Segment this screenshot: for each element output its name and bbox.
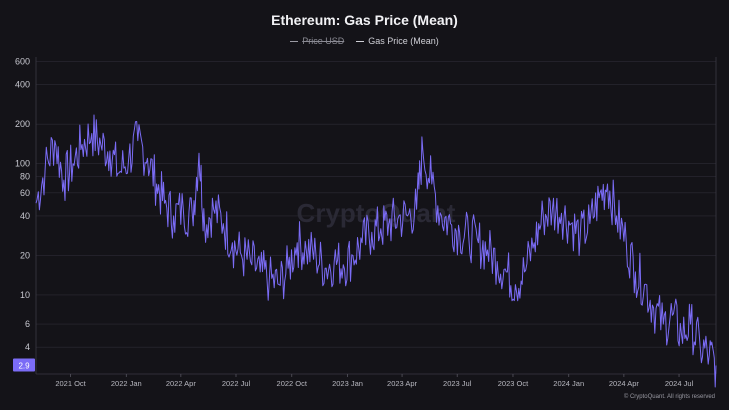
legend-item-gas-price[interactable]: Gas Price (Mean) (356, 36, 439, 46)
x-tick-label: 2024 Jul (665, 379, 694, 388)
current-value-badge (13, 358, 35, 372)
x-tick-label: 2023 Apr (387, 379, 418, 388)
x-tick-label: 2022 Jan (111, 379, 142, 388)
y-tick-label: 6 (25, 319, 30, 329)
chart-credit: © CryptoQuant. All rights reserved (623, 394, 715, 400)
y-tick-label: 400 (15, 80, 30, 90)
y-tick-label: 20 (20, 250, 30, 260)
legend-swatch-price-usd (290, 40, 299, 42)
x-tick-label: 2023 Oct (498, 379, 529, 388)
y-tick-label: 40 (20, 211, 30, 221)
chart-legend: Price USD Gas Price (Mean) (0, 36, 729, 46)
legend-item-price-usd[interactable]: Price USD (290, 36, 344, 46)
current-value-label: 2.9 (18, 362, 30, 371)
y-tick-label: 60 (20, 188, 30, 198)
y-tick-label: 100 (15, 159, 30, 169)
x-tick-label: 2022 Oct (277, 379, 308, 388)
chart-title: Ethereum: Gas Price (Mean) (271, 12, 458, 28)
x-tick-label: 2022 Jul (222, 379, 251, 388)
legend-label-gas-price: Gas Price (Mean) (368, 36, 439, 46)
x-tick-label: 2022 Apr (166, 379, 197, 388)
legend-label-price-usd: Price USD (302, 36, 345, 46)
y-tick-label: 600 (15, 57, 30, 67)
x-tick-label: 2024 Jan (553, 379, 584, 388)
y-tick-label: 4 (25, 342, 30, 352)
y-tick-label: 200 (15, 119, 30, 129)
x-tick-label: 2024 Apr (609, 379, 640, 388)
x-tick-label: 2021 Oct (55, 379, 86, 388)
y-tick-label: 10 (20, 290, 30, 300)
y-tick-label: 80 (20, 171, 30, 181)
x-tick-label: 2023 Jan (332, 379, 363, 388)
gas-price-line (35, 114, 717, 388)
x-tick-label: 2023 Jul (443, 379, 472, 388)
legend-swatch-gas-price (356, 40, 365, 42)
